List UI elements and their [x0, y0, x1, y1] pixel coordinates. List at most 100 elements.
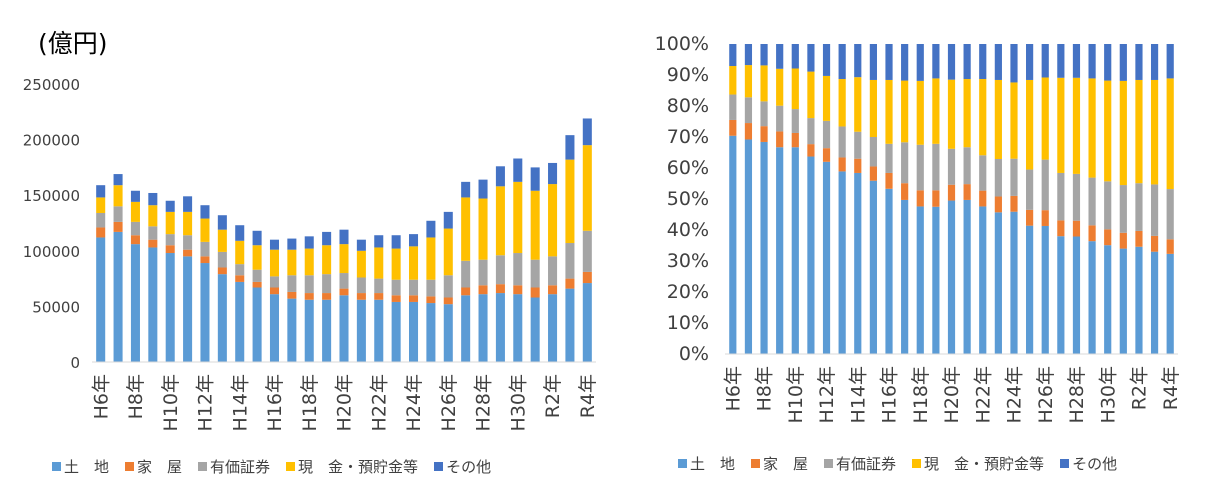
bar-segment-cash [885, 79, 893, 144]
bar-segment-cash [1104, 80, 1112, 182]
x-tick-label: H16年 [264, 374, 286, 431]
bar-segment-securities [729, 94, 737, 120]
bar-segment-securities [252, 269, 262, 282]
bar-segment-securities [443, 275, 453, 298]
bar-segment-other [322, 231, 332, 246]
legend-item-house: 家 屋 [125, 456, 182, 477]
bar-segment-securities [1057, 172, 1065, 221]
legend-swatch-securities [198, 462, 208, 471]
bar-segment-cash [322, 245, 332, 275]
bar-segment-cash [443, 228, 453, 276]
x-tick-label: R4年 [1160, 366, 1182, 410]
bar-segment-land [807, 156, 815, 354]
x-tick-label: H24年 [403, 374, 425, 431]
bar-segment-other [744, 44, 753, 66]
bar-segment-other [217, 215, 227, 230]
bar-segment-securities [183, 235, 193, 250]
bar-segment-cash [530, 190, 540, 260]
y-tick-label: 50000 [32, 298, 80, 316]
bar-segment-land [165, 253, 175, 362]
bar-segment-other [165, 200, 175, 212]
bar-segment-house [791, 132, 799, 148]
bar-segment-land [932, 206, 940, 354]
bar-segment-cash [854, 77, 862, 132]
bar-segment-securities [409, 279, 419, 296]
x-tick-label: H22年 [368, 374, 390, 431]
bar-segment-other [478, 179, 488, 199]
y-tick-label: 70% [667, 126, 709, 148]
bar-segment-other [1072, 44, 1081, 78]
bar-segment-other [1166, 44, 1174, 79]
y-tick-label: 60% [667, 157, 709, 179]
bar-segment-land [374, 299, 384, 362]
bar-segment-securities [322, 274, 332, 294]
bar-segment-cash [96, 197, 106, 213]
x-tick-label: H30年 [1097, 366, 1119, 423]
bar-segment-securities [130, 221, 140, 236]
bar-segment-house [513, 285, 523, 295]
y-tick-label: 250000 [23, 76, 80, 94]
bar-segment-land [838, 171, 846, 354]
bar-segment-securities [461, 260, 471, 288]
legend-label-cash: 現 金・預貯金等 [924, 455, 1045, 473]
bar-segment-other [530, 167, 540, 191]
bar-segment-other [838, 44, 846, 80]
bar-segment-securities [838, 126, 846, 158]
y-tick-label: 80% [667, 95, 709, 117]
bar-segment-securities [1166, 189, 1174, 240]
y-tick-label: 30% [667, 250, 709, 272]
bar-segment-other [932, 44, 940, 79]
bar-segment-cash [148, 205, 158, 227]
bar-segment-house [165, 245, 175, 254]
legend-swatch-cash [912, 459, 922, 468]
bar-segment-other [1010, 44, 1018, 83]
x-tick-label: H8年 [125, 374, 147, 419]
bar-segment-land [1150, 251, 1159, 354]
y-tick-label: 150000 [23, 187, 80, 205]
bar-segment-land [356, 299, 366, 362]
bar-segment-house [932, 190, 940, 207]
bar-segment-house [113, 221, 123, 232]
bar-segment-securities [478, 259, 488, 286]
bar-segment-other [96, 185, 106, 198]
y-tick-label: 90% [667, 64, 709, 86]
legend-label-other: その他 [446, 458, 492, 476]
bar-segment-house [426, 296, 436, 304]
bar-segment-other [822, 44, 831, 76]
bar-segment-land [1026, 225, 1034, 354]
legend-label-house: 家 屋 [137, 458, 183, 476]
bar-segment-house [947, 184, 956, 201]
legend-label-securities: 有価証券 [836, 455, 897, 473]
bar-segment-land [729, 135, 737, 354]
absolute-stacked-bar-chart: 0 50000 100000 150000 200000 250000 H6年 H8年 H10年… [23, 76, 599, 431]
bar-segment-house [461, 287, 471, 296]
bar-segment-land [183, 256, 193, 362]
y-tick-label: 20% [667, 281, 709, 303]
legend-swatch-cash [286, 462, 296, 471]
bar-segment-other [269, 239, 279, 250]
x-tick-label: H22年 [972, 366, 994, 423]
bar-segment-cash [495, 186, 505, 256]
bar-segment-other [854, 44, 862, 78]
bar-segment-other [1135, 44, 1143, 80]
bar-segment-securities [1104, 181, 1112, 230]
bar-segment-securities [854, 131, 862, 159]
bar-segment-cash [582, 145, 592, 231]
x-tick-label: R2年 [542, 374, 564, 418]
bar-segment-other [760, 44, 768, 66]
bar-segment-other [947, 44, 956, 80]
bar-segment-other [901, 44, 909, 81]
bar-segment-cash [1057, 77, 1065, 173]
unit-label: (億円) [38, 29, 108, 58]
bar-segment-cash [744, 65, 753, 98]
bar-segment-house [374, 293, 384, 300]
legend-swatch-securities [824, 459, 834, 468]
bar-segment-land [252, 287, 262, 362]
x-tick-label: H14年 [229, 374, 251, 431]
bar-segment-securities [776, 105, 784, 132]
x-tick-label: H6年 [90, 374, 112, 419]
y-tick-label: 0% [679, 343, 709, 365]
bar-segment-other [426, 220, 436, 238]
x-tick-label: H20年 [334, 374, 356, 431]
bar-segment-securities [113, 206, 123, 222]
